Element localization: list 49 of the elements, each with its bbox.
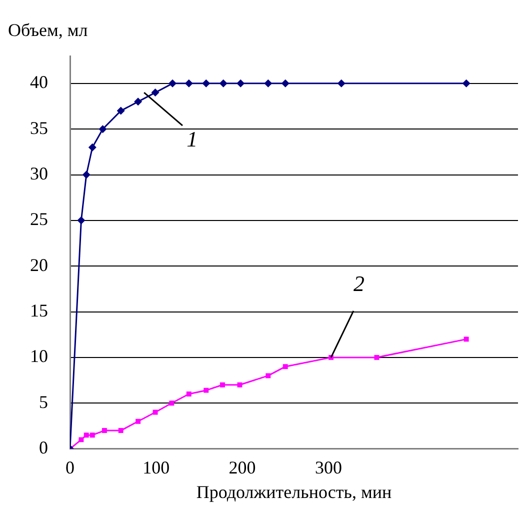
point	[116, 106, 125, 115]
point	[90, 432, 95, 438]
point	[77, 216, 86, 224]
y-tick-label: 5	[39, 392, 48, 412]
point	[462, 79, 470, 88]
point	[202, 79, 210, 88]
y-tick-label: 40	[30, 72, 48, 92]
y-tick-label: 10	[30, 346, 48, 366]
point	[374, 354, 380, 360]
y-tick-label: 20	[30, 254, 48, 275]
y-tick-label: 15	[30, 300, 48, 321]
x-tick-label: 200	[228, 457, 256, 478]
point	[236, 79, 245, 88]
point	[204, 388, 209, 393]
point	[184, 79, 193, 88]
point	[98, 125, 107, 134]
point	[118, 428, 124, 434]
y-tick-label: 35	[30, 118, 48, 138]
point	[152, 410, 158, 415]
x-axis-title: Продолжительность, мин	[196, 482, 392, 502]
annotation: 1	[186, 126, 198, 152]
point	[82, 170, 90, 179]
point	[220, 382, 225, 388]
point	[266, 373, 271, 378]
point	[237, 382, 242, 388]
point	[151, 88, 160, 97]
y-tick-label: 25	[30, 209, 48, 230]
point	[169, 400, 174, 406]
point	[88, 143, 96, 152]
point	[281, 79, 290, 88]
y-axis-title: Объем, мл	[8, 20, 88, 41]
x-tick-label: 100	[142, 457, 170, 478]
point	[78, 437, 84, 442]
point	[337, 79, 346, 88]
point	[168, 79, 177, 88]
x-tick-label: 0	[66, 457, 74, 478]
annotation: 2	[354, 271, 365, 296]
point	[186, 392, 192, 396]
y-tick-label: 30	[30, 163, 48, 184]
point	[464, 336, 469, 342]
point	[84, 432, 89, 438]
point	[134, 98, 142, 106]
point	[264, 79, 272, 88]
point	[282, 364, 288, 370]
x-tick-label: 300	[314, 457, 342, 478]
point	[136, 418, 141, 424]
point	[102, 428, 107, 434]
point	[219, 79, 228, 88]
y-tick-label: 0	[39, 438, 48, 458]
